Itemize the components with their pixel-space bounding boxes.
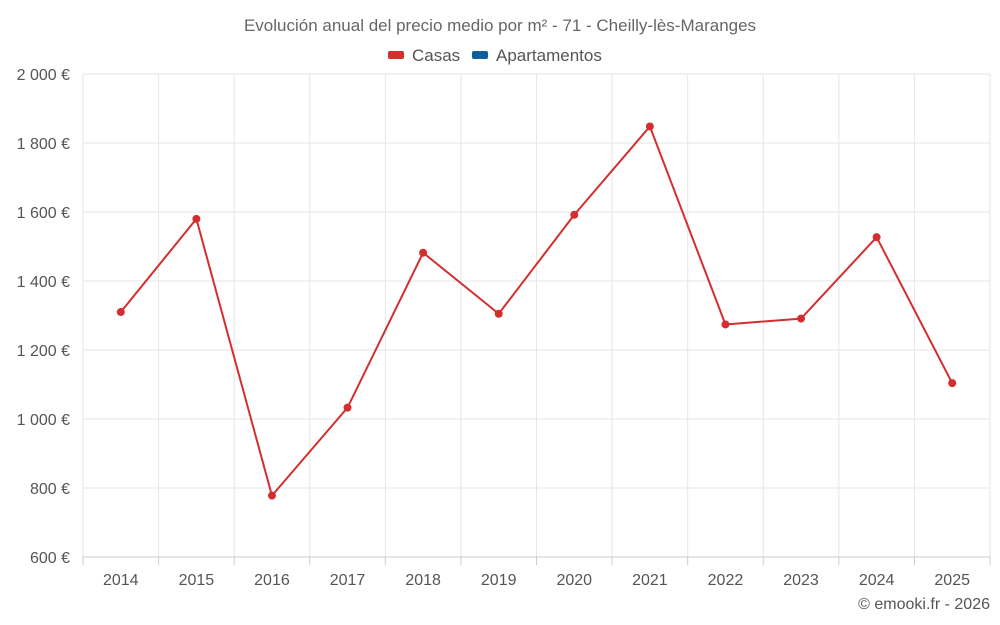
data-point-casas-2015[interactable]	[192, 214, 201, 223]
data-point-casas-2025[interactable]	[948, 379, 957, 388]
gridlines	[82, 73, 991, 558]
plot-area	[116, 122, 957, 500]
x-tick-label: 2018	[405, 572, 441, 589]
data-point-casas-2022[interactable]	[721, 320, 730, 329]
chart-title: Evolución anual del precio medio por m² …	[244, 16, 756, 35]
legend-label-casas: Casas	[412, 46, 460, 65]
data-point-casas-2014[interactable]	[116, 308, 125, 317]
y-axis: 600 € 800 € 1 000 € 1 200 € 1 400 € 1 600 € 1 …	[17, 67, 70, 567]
x-tick-label: 2017	[330, 572, 366, 589]
legend: Casas Apartamentos	[388, 46, 602, 65]
series-line-casas	[120, 125, 954, 497]
legend-swatch-casas	[388, 51, 404, 59]
x-tick-label: 2020	[556, 572, 592, 589]
data-point-casas-2021[interactable]	[645, 122, 654, 131]
x-tick-label: 2019	[481, 572, 517, 589]
y-tick-label: 1 600 €	[17, 205, 70, 222]
data-point-casas-2024[interactable]	[872, 233, 881, 242]
y-tick-label: 1 400 €	[17, 274, 70, 291]
data-point-casas-2018[interactable]	[419, 248, 428, 257]
data-point-casas-2020[interactable]	[570, 210, 579, 219]
x-tick-label: 2021	[632, 572, 668, 589]
legend-item-casas[interactable]: Casas	[388, 46, 460, 65]
credit-text: © emooki.fr - 2026	[858, 596, 990, 613]
data-point-casas-2017[interactable]	[343, 403, 352, 412]
y-tick-label: 1 800 €	[17, 136, 70, 153]
y-tick-label: 1 200 €	[17, 343, 70, 360]
legend-item-apartamentos[interactable]: Apartamentos	[472, 46, 602, 65]
x-tick-label: 2015	[179, 572, 215, 589]
data-point-casas-2023[interactable]	[797, 314, 806, 323]
x-tick-label: 2016	[254, 572, 290, 589]
y-tick-label: 600 €	[30, 550, 70, 567]
legend-label-apartamentos: Apartamentos	[496, 46, 602, 65]
x-tick-label: 2014	[103, 572, 139, 589]
x-tick-label: 2023	[783, 572, 819, 589]
legend-swatch-apartamentos	[472, 51, 488, 59]
y-tick-label: 800 €	[30, 481, 70, 498]
data-point-casas-2019[interactable]	[494, 309, 503, 318]
y-tick-label: 2 000 €	[17, 67, 70, 84]
x-tick-label: 2025	[934, 572, 970, 589]
data-point-casas-2016[interactable]	[267, 491, 276, 500]
x-axis: 2014 2015 2016 2017 2018 2019 2020 2021 2022 2023…	[82, 556, 991, 589]
x-tick-label: 2022	[708, 572, 744, 589]
x-tick-label: 2024	[859, 572, 895, 589]
y-tick-label: 1 000 €	[17, 412, 70, 429]
